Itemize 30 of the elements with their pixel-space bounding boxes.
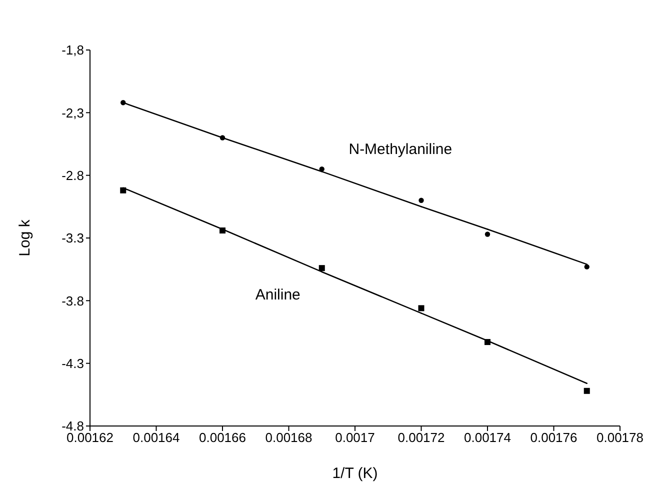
point [418, 198, 424, 203]
point [484, 232, 490, 237]
x-tick-label: 0.00176 [530, 430, 578, 446]
x-tick-label: 0.00178 [596, 430, 644, 446]
x-tick-label: 0.00166 [199, 430, 246, 446]
y-tick-label: -3.8 [62, 293, 84, 308]
y-tick-label: -1,8 [62, 42, 84, 58]
y-axis-title: Log k [16, 219, 34, 256]
y-tick-label: -2.8 [62, 168, 84, 183]
point [120, 187, 126, 194]
point [318, 265, 325, 272]
y-tick-label: -4.3 [62, 356, 84, 371]
y-tick-label: -2,3 [62, 105, 84, 120]
point [120, 100, 126, 106]
point [418, 305, 424, 312]
point [484, 339, 490, 346]
point [220, 135, 226, 140]
point [220, 227, 226, 234]
point [584, 264, 590, 270]
x-tick-label: 0.00168 [265, 430, 312, 446]
x-tick-label: 0.00174 [464, 430, 511, 446]
x-tick-label: 0.00172 [398, 430, 445, 446]
series-label: Aniline [255, 286, 300, 304]
y-tick-label: -3.3 [62, 230, 84, 246]
x-axis-title: 1/T (K) [332, 465, 378, 482]
series-label: N-Methylaniline [348, 140, 452, 158]
x-tick-label: 0.0017 [335, 430, 375, 446]
point [319, 166, 324, 172]
point [584, 388, 590, 394]
x-tick-label: 0.00164 [132, 430, 180, 446]
